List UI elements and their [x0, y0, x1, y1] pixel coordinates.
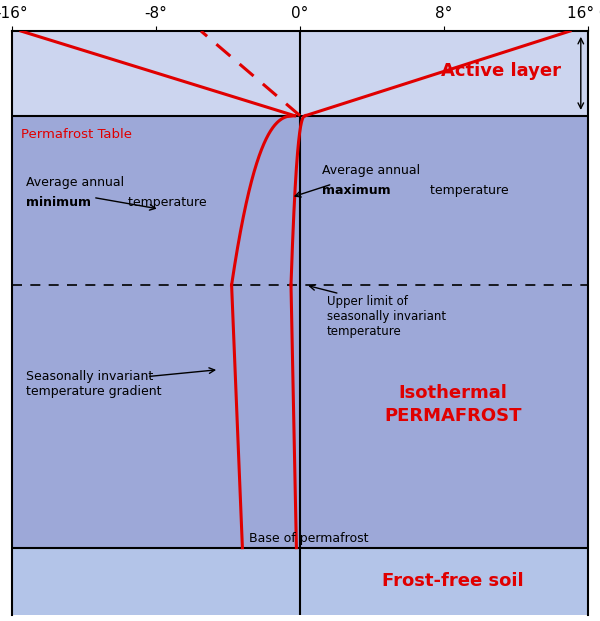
Text: minimum: minimum: [26, 196, 91, 209]
Text: Seasonally invariant
temperature gradient: Seasonally invariant temperature gradien…: [26, 370, 162, 398]
Text: temperature: temperature: [124, 196, 206, 209]
Text: temperature: temperature: [426, 184, 509, 197]
Text: Upper limit of
seasonally invariant
temperature: Upper limit of seasonally invariant temp…: [327, 295, 446, 338]
Text: Average annual: Average annual: [322, 164, 420, 177]
Text: Frost-free soil: Frost-free soil: [382, 572, 524, 590]
Bar: [12, 116, 588, 548]
Text: Isothermal
PERMAFROST: Isothermal PERMAFROST: [384, 384, 522, 425]
Text: Permafrost Table: Permafrost Table: [21, 128, 132, 141]
Text: Base of permafrost: Base of permafrost: [249, 532, 369, 545]
Bar: [12, 548, 588, 615]
Text: Active layer: Active layer: [441, 61, 561, 79]
Text: Average annual: Average annual: [26, 176, 125, 189]
Bar: [12, 31, 588, 116]
Text: maximum: maximum: [322, 184, 390, 197]
